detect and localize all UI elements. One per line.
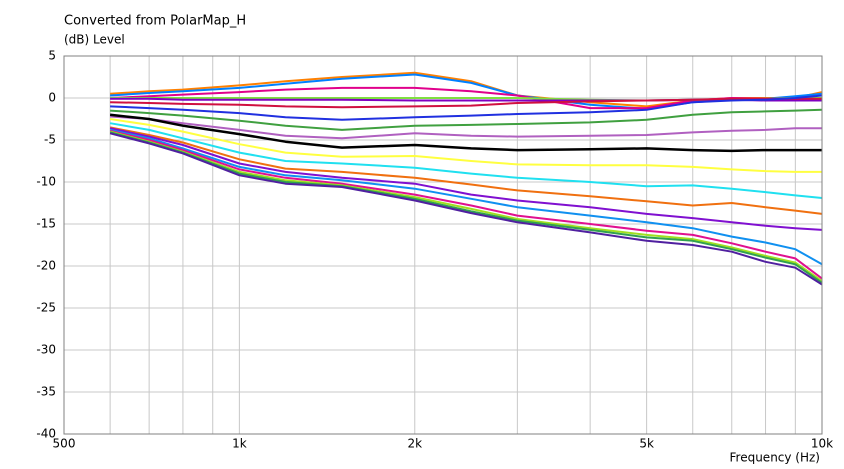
curve [110,97,822,109]
curve [109,128,823,266]
y-tick-label: -40 [36,427,56,441]
y-tick-label: -10 [36,175,56,189]
curves [109,71,823,286]
curve [110,108,823,131]
curve [109,126,823,215]
curve [109,113,822,153]
x-tick-label: 5k [639,437,654,451]
x-tick-label: 2k [407,437,422,451]
x-tick-label: 500 [53,437,76,451]
x-axis-label: Frequency (Hz) [730,451,821,465]
y-axis-label: (dB) Level [64,33,125,47]
y-tick-label: -15 [36,217,56,231]
y-tick-label: -25 [36,301,56,315]
curve [109,122,823,199]
y-tick-label: 0 [48,91,56,105]
curve [109,131,823,284]
curve [110,115,822,140]
curve [110,94,823,121]
curve [109,132,823,286]
chart-title: Converted from PolarMap_H [64,14,246,29]
curve [109,129,823,280]
x-tick-label: 10k [811,437,833,451]
x-tick-label: 1k [232,437,247,451]
y-tick-label: 5 [48,49,56,63]
plot-frame [63,55,823,435]
y-tick-label: -35 [36,385,56,399]
y-tick-label: -5 [44,133,56,147]
curve [109,118,822,173]
y-tick-label: -30 [36,343,56,357]
y-tick-label: -20 [36,259,56,273]
curve [109,130,823,282]
curve [109,127,823,231]
